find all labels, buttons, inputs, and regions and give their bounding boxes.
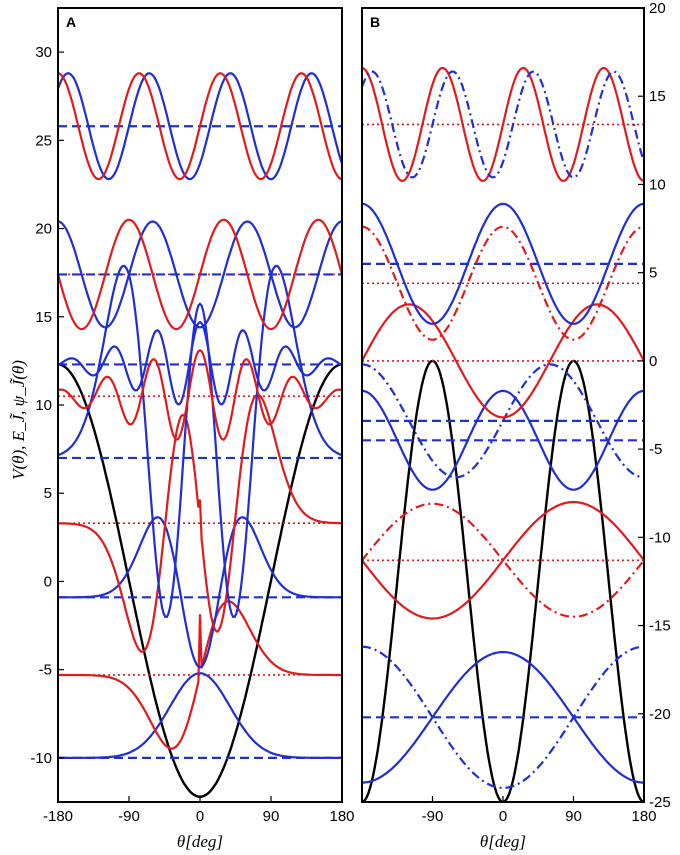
wavefunction-blue-dashdot-5 bbox=[362, 363, 644, 479]
wavefunction-blue-solid-2 bbox=[58, 516, 342, 669]
panel-a-x-axis-label: θ[deg] bbox=[177, 832, 223, 851]
wavefunction-blue-dashdot-10 bbox=[362, 70, 644, 179]
y-tick-label: 15 bbox=[35, 309, 52, 326]
wavefunction-blue-solid-7 bbox=[58, 220, 342, 329]
panel-b-label: B bbox=[370, 14, 380, 30]
y-tick-label: -5 bbox=[39, 662, 52, 679]
panel-a-ticks: -10 -5 0 5 10 15 20 25 30 -180 -90 0 90 180 bbox=[30, 44, 354, 825]
x-tick-label: -180 bbox=[43, 808, 73, 825]
y-tick-label: 0 bbox=[44, 573, 52, 590]
y-tick-label: -5 bbox=[649, 441, 662, 458]
x-tick-label: 90 bbox=[263, 808, 280, 825]
wavefunction-red-solid-6 bbox=[362, 303, 644, 419]
wavefunction-red-solid-10 bbox=[58, 72, 342, 181]
wavefunction-red-solid-9 bbox=[362, 66, 644, 183]
potential-curve bbox=[362, 359, 644, 802]
y-tick-label: 0 bbox=[649, 353, 657, 370]
panel-b: -25 -20 -15 -10 -5 0 5 10 15 20 -90 0 90 180 B θ[deg] bbox=[361, 0, 671, 851]
x-tick-label: 0 bbox=[499, 808, 507, 825]
panel-a-label: A bbox=[66, 14, 76, 30]
wavefunction-blue-solid-5 bbox=[58, 320, 342, 406]
wavefunction-red-dashdot-7 bbox=[362, 225, 644, 341]
y-tick-label: 5 bbox=[44, 485, 52, 502]
wavefunction-red-solid-3 bbox=[58, 393, 342, 653]
y-tick-label: -25 bbox=[649, 794, 671, 811]
x-tick-label: 0 bbox=[196, 808, 204, 825]
x-tick-label: 90 bbox=[565, 808, 582, 825]
wavefunction-red-solid-6 bbox=[58, 349, 342, 441]
wavefunction-red-solid-8 bbox=[58, 218, 342, 331]
panel-b-x-axis-label: θ[deg] bbox=[480, 832, 526, 851]
x-tick-label: 180 bbox=[631, 808, 656, 825]
wavefunction-blue-solid-9 bbox=[58, 72, 342, 181]
y-tick-label: 20 bbox=[35, 221, 52, 238]
wavefunction-red-solid-1 bbox=[58, 600, 342, 750]
y-tick-label: 30 bbox=[35, 44, 52, 61]
y-tick-label: -10 bbox=[649, 529, 671, 546]
y-tick-label: 15 bbox=[649, 88, 666, 105]
x-tick-label: -90 bbox=[118, 808, 140, 825]
wavefunction-red-dashdot-3 bbox=[362, 502, 644, 618]
wavefunction-blue-dashdot-1 bbox=[362, 645, 644, 790]
panel-a: -10 -5 0 5 10 15 20 25 30 -180 -90 0 90 180 A θ[deg] bbox=[30, 7, 355, 851]
y-tick-label: 10 bbox=[649, 176, 666, 193]
y-axis-label: V(θ), E_J̃, ψ_J̃(θ) bbox=[9, 360, 28, 480]
panel-a-plot-area bbox=[58, 72, 342, 798]
x-tick-label: -90 bbox=[422, 808, 444, 825]
y-tick-label: -15 bbox=[649, 618, 671, 635]
y-tick-label: -20 bbox=[649, 706, 671, 723]
panel-b-ticks: -25 -20 -15 -10 -5 0 5 10 15 20 -90 0 90 180 bbox=[422, 0, 671, 825]
wavefunction-blue-solid-4 bbox=[362, 389, 644, 491]
x-tick-label: 180 bbox=[329, 808, 354, 825]
y-tick-label: 25 bbox=[35, 132, 52, 149]
y-tick-label: 5 bbox=[649, 265, 657, 282]
wavefunction-red-solid-2 bbox=[362, 500, 644, 620]
y-tick-label: 20 bbox=[649, 0, 666, 17]
panel-b-frame bbox=[361, 7, 645, 803]
wavefunction-blue-solid-8 bbox=[362, 202, 644, 325]
y-tick-label: -10 bbox=[30, 750, 52, 767]
wavefunction-blue-solid-0 bbox=[58, 672, 342, 760]
wavefunction-blue-solid-4 bbox=[58, 264, 342, 619]
panel-a-frame bbox=[57, 7, 343, 803]
panel-b-plot-area bbox=[362, 66, 644, 802]
y-tick-label: 10 bbox=[35, 397, 52, 414]
wavefunction-blue-solid-0 bbox=[362, 650, 644, 784]
